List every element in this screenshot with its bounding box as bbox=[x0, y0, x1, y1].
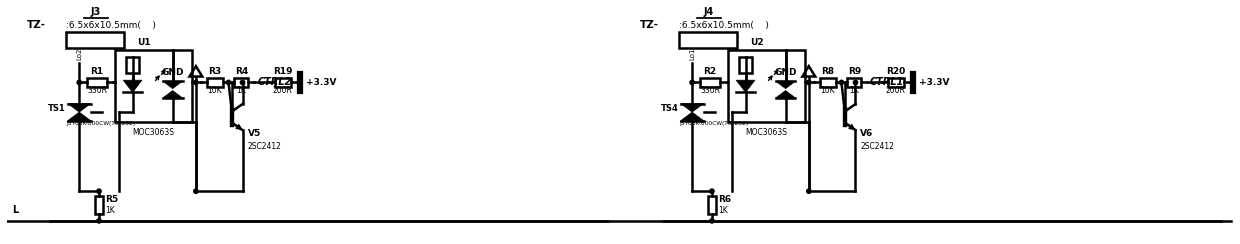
Text: 1K: 1K bbox=[849, 86, 859, 95]
Text: TZ-: TZ- bbox=[640, 20, 658, 30]
Bar bbox=[207, 78, 222, 87]
Text: 2SC2412: 2SC2412 bbox=[248, 142, 281, 151]
Bar bbox=[680, 32, 737, 48]
Text: J3: J3 bbox=[91, 7, 102, 17]
Polygon shape bbox=[681, 104, 703, 112]
Text: :6.5x6x10.5mm(    ): :6.5x6x10.5mm( ) bbox=[680, 21, 769, 30]
Text: CTRL1: CTRL1 bbox=[870, 77, 904, 87]
Circle shape bbox=[77, 80, 82, 85]
Text: JST08K-800CW(TO-252): JST08K-800CW(TO-252) bbox=[678, 121, 748, 126]
Text: Lo1: Lo1 bbox=[689, 47, 696, 60]
Text: R9: R9 bbox=[848, 67, 861, 76]
Text: R1: R1 bbox=[91, 67, 104, 76]
Polygon shape bbox=[681, 112, 703, 121]
Text: U1: U1 bbox=[138, 39, 151, 48]
Bar bbox=[739, 57, 751, 73]
Text: 2SC2412: 2SC2412 bbox=[861, 142, 894, 151]
Text: R20: R20 bbox=[887, 67, 905, 76]
Polygon shape bbox=[737, 80, 755, 92]
Text: R8: R8 bbox=[821, 67, 835, 76]
Text: CTRL2: CTRL2 bbox=[257, 77, 291, 87]
Text: R4: R4 bbox=[234, 67, 248, 76]
Text: R6: R6 bbox=[718, 195, 732, 203]
Circle shape bbox=[709, 219, 714, 223]
Bar bbox=[888, 78, 904, 87]
Text: J4: J4 bbox=[704, 7, 714, 17]
Bar bbox=[820, 78, 836, 87]
Bar bbox=[701, 78, 720, 87]
Text: 200R: 200R bbox=[885, 86, 905, 95]
Text: Lo2: Lo2 bbox=[76, 47, 82, 60]
Circle shape bbox=[807, 189, 811, 193]
Circle shape bbox=[97, 189, 102, 193]
Bar bbox=[95, 196, 103, 214]
Bar bbox=[728, 51, 805, 122]
Text: GND: GND bbox=[161, 68, 184, 77]
Bar bbox=[115, 51, 192, 122]
Text: MOC3063S: MOC3063S bbox=[133, 128, 175, 137]
Text: JST08K-800CW(TO-252): JST08K-800CW(TO-252) bbox=[66, 121, 135, 126]
Bar bbox=[847, 78, 862, 87]
Bar bbox=[708, 196, 715, 214]
Text: :6.5x6x10.5mm(    ): :6.5x6x10.5mm( ) bbox=[67, 21, 156, 30]
Circle shape bbox=[97, 219, 102, 223]
Text: TS1: TS1 bbox=[48, 104, 66, 113]
Text: 200R: 200R bbox=[273, 86, 293, 95]
Text: L: L bbox=[12, 205, 19, 215]
Text: U2: U2 bbox=[750, 39, 764, 48]
Text: 1K: 1K bbox=[105, 206, 115, 215]
Polygon shape bbox=[68, 104, 91, 112]
Text: 10K: 10K bbox=[207, 86, 222, 95]
Bar bbox=[87, 78, 107, 87]
Polygon shape bbox=[123, 80, 143, 92]
Text: R19: R19 bbox=[273, 67, 293, 76]
Bar bbox=[234, 78, 248, 87]
Text: V6: V6 bbox=[861, 129, 874, 138]
Circle shape bbox=[709, 189, 714, 193]
Text: R3: R3 bbox=[208, 67, 221, 76]
Text: GND: GND bbox=[775, 68, 797, 77]
Text: +3.3V: +3.3V bbox=[919, 78, 949, 87]
Polygon shape bbox=[68, 112, 91, 121]
Text: 330R: 330R bbox=[87, 86, 107, 95]
Text: V5: V5 bbox=[248, 129, 260, 138]
Bar bbox=[67, 32, 124, 48]
Polygon shape bbox=[162, 91, 182, 98]
Text: 1K: 1K bbox=[237, 86, 247, 95]
Text: 330R: 330R bbox=[699, 86, 720, 95]
Circle shape bbox=[689, 80, 694, 85]
Text: TS4: TS4 bbox=[661, 104, 678, 113]
Circle shape bbox=[227, 80, 231, 85]
Circle shape bbox=[807, 80, 811, 85]
Circle shape bbox=[839, 80, 843, 85]
Circle shape bbox=[193, 189, 198, 193]
Polygon shape bbox=[162, 81, 182, 89]
Bar bbox=[126, 57, 139, 73]
Text: MOC3063S: MOC3063S bbox=[745, 128, 787, 137]
Polygon shape bbox=[776, 91, 796, 98]
Text: TZ-: TZ- bbox=[27, 20, 46, 30]
Text: 1K: 1K bbox=[718, 206, 728, 215]
Text: R5: R5 bbox=[105, 195, 119, 203]
Text: +3.3V: +3.3V bbox=[305, 78, 336, 87]
Circle shape bbox=[853, 80, 858, 85]
Text: 10K: 10K bbox=[821, 86, 835, 95]
Circle shape bbox=[241, 80, 244, 85]
Text: R2: R2 bbox=[703, 67, 717, 76]
Circle shape bbox=[193, 80, 198, 85]
Bar bbox=[275, 78, 291, 87]
Polygon shape bbox=[776, 81, 796, 89]
